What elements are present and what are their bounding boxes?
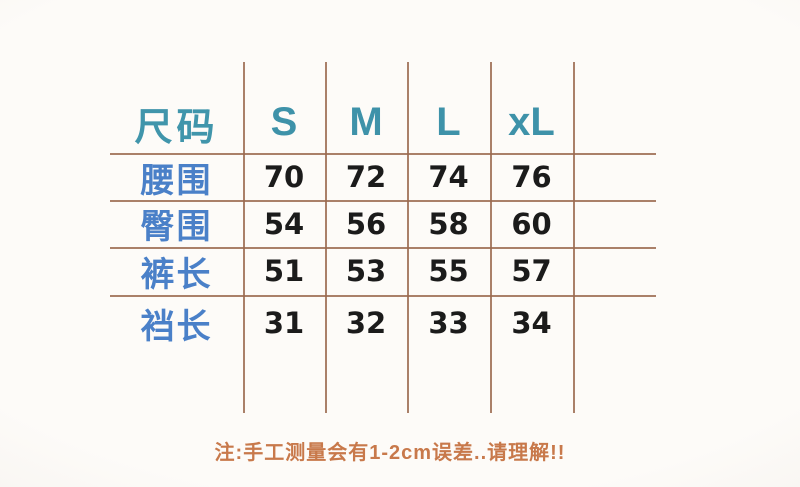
table-cell: 54 <box>263 206 305 241</box>
row-label-pants-length: 裤长 <box>140 255 213 294</box>
measurement-disclaimer-note: 注:手工测量会有1-2cm误差..请理解!! <box>214 441 566 464</box>
row-label-waist: 腰围 <box>140 161 213 200</box>
table-header-size-s: S <box>270 99 298 144</box>
table-grid-hline <box>110 200 656 202</box>
table-cell: 33 <box>428 306 469 340</box>
table-grid-vline <box>325 62 327 413</box>
table-grid-hline <box>110 295 656 297</box>
table-cell: 72 <box>345 160 387 194</box>
table-cell: 53 <box>345 254 387 288</box>
table-cell: 55 <box>428 254 469 288</box>
table-header-size-m: M <box>349 99 383 144</box>
table-grid-vline <box>407 62 409 413</box>
table-cell: 34 <box>511 306 552 340</box>
table-cell: 58 <box>428 206 469 241</box>
table-cell: 56 <box>345 206 387 241</box>
table-cell: 76 <box>511 160 552 194</box>
table-cell: 32 <box>345 306 387 340</box>
table-cell: 60 <box>511 206 552 241</box>
table-grid-vline <box>490 62 492 413</box>
table-cell: 51 <box>263 254 305 288</box>
table-grid-vline <box>573 62 575 413</box>
table-header-size-label: 尺码 <box>134 106 219 149</box>
table-header-size-l: L <box>436 99 461 144</box>
row-label-crotch-length: 裆长 <box>140 307 213 346</box>
table-grid-vline <box>243 62 245 413</box>
row-label-hip: 臀围 <box>140 208 213 246</box>
table-header-size-xl: xL <box>508 99 555 144</box>
table-cell: 57 <box>511 254 552 288</box>
table-grid-hline <box>110 153 656 155</box>
table-cell: 74 <box>428 160 469 194</box>
table-grid-hline <box>110 247 656 249</box>
table-cell: 31 <box>263 306 305 340</box>
table-cell: 70 <box>263 160 305 194</box>
